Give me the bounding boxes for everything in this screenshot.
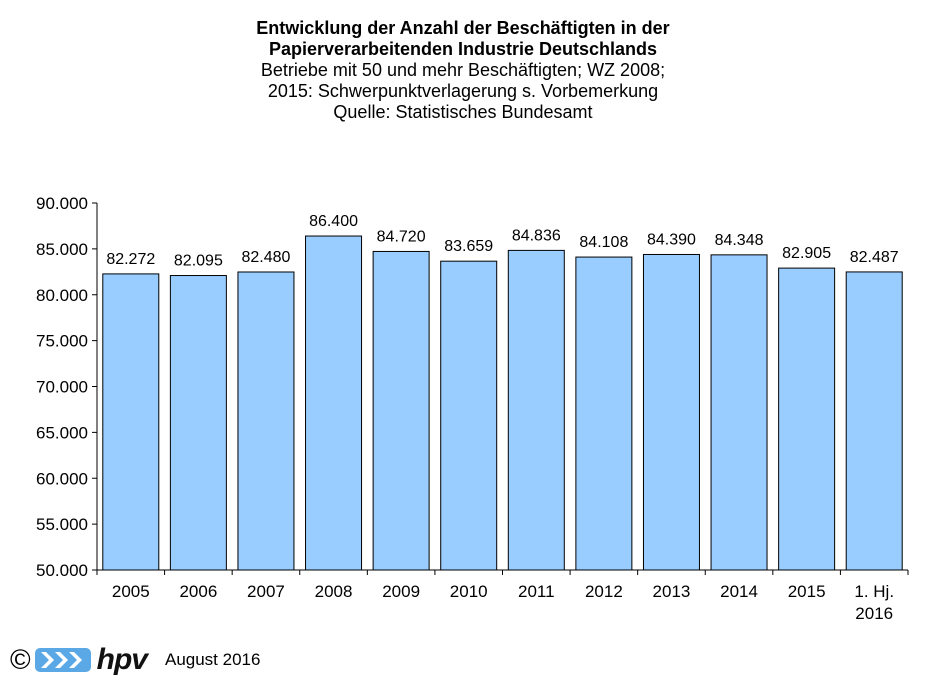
x-tick-label: 2005 (112, 582, 150, 601)
x-tick-label: 2013 (653, 582, 691, 601)
x-tick-label: 2007 (247, 582, 285, 601)
bar-value-label: 82.905 (782, 245, 831, 262)
y-tick-label: 85.000 (36, 240, 88, 259)
x-tick-label: 2015 (788, 582, 826, 601)
bar (845, 271, 903, 571)
chevrons-icon (34, 648, 91, 672)
y-tick-label: 70.000 (36, 378, 88, 397)
bar (507, 249, 565, 571)
x-tick-label: 2014 (720, 582, 758, 601)
y-tick-label: 50.000 (36, 561, 88, 580)
bar (778, 267, 836, 571)
chart-source: Quelle: Statistisches Bundesamt (333, 102, 593, 122)
bar-value-label: 82.487 (850, 249, 899, 266)
bar-value-label: 83.659 (444, 238, 493, 255)
x-tick-label: 2010 (450, 582, 488, 601)
bar (575, 256, 633, 571)
y-tick-label: 90.000 (36, 194, 88, 213)
y-tick-label: 60.000 (36, 469, 88, 488)
bar-value-label: 84.390 (647, 231, 696, 248)
x-tick-label: 2009 (382, 582, 420, 601)
bar (710, 254, 768, 571)
bar-value-label: 84.348 (715, 232, 764, 249)
bar-chart: 50.000 55.000 60.000 65.000 70.000 75.000 80.0… (36, 194, 909, 623)
bar (102, 273, 160, 571)
bar-value-label: 84.836 (512, 227, 561, 244)
y-tick-label: 75.000 (36, 332, 88, 351)
y-tick-label: 55.000 (36, 515, 88, 534)
bar-value-label: 82.095 (174, 253, 223, 270)
bar-value-label: 86.400 (309, 213, 358, 230)
bar-value-label: 82.272 (106, 251, 155, 268)
copyright-symbol: © (10, 644, 31, 675)
bar (440, 260, 498, 571)
y-tick-label: 80.000 (36, 286, 88, 305)
x-tick-label: 2012 (585, 582, 623, 601)
chart-title-line-1: Entwicklung der Anzahl der Beschäftigten… (256, 18, 670, 38)
logo-text: hpv (96, 643, 148, 676)
chart-subtitle-line-2: 2015: Schwerpunktverlagerung s. Vorbemer… (267, 81, 659, 101)
bar-value-label: 82.480 (241, 249, 290, 266)
chart-title-block: Entwicklung der Anzahl der Beschäftigten… (0, 18, 926, 123)
bar (642, 253, 700, 571)
bar-value-label: 84.720 (377, 228, 426, 245)
bar (372, 250, 430, 571)
bar (169, 275, 227, 571)
x-tick-label: 2006 (179, 582, 217, 601)
footer: © hpv August 2016 (10, 640, 260, 680)
y-tick-label: 65.000 (36, 423, 88, 442)
hpv-logo: hpv (34, 643, 148, 677)
x-tick-label: 1. Hj. 2016 (854, 582, 894, 623)
bar (305, 235, 363, 571)
bar (237, 271, 295, 571)
chart-subtitle-line-1: Betriebe mit 50 und mehr Beschäftigten; … (260, 60, 666, 80)
footer-date: August 2016 (164, 650, 261, 669)
x-tick-label: 2008 (315, 582, 353, 601)
bar-value-label: 84.108 (579, 234, 628, 251)
x-tick-label: 2011 (518, 582, 555, 601)
chart-title-line-2: Papierverarbeitenden Industrie Deutschla… (268, 39, 658, 59)
